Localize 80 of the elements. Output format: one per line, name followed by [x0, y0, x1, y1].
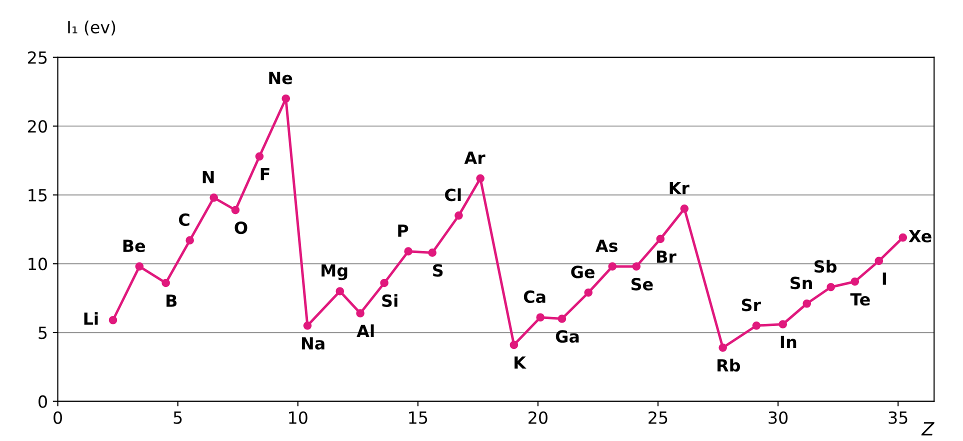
point	[608, 262, 617, 271]
x-tick-label: 20	[528, 411, 548, 424]
point	[680, 204, 689, 213]
x-axis-title: Z	[921, 422, 934, 436]
annotation: Ge	[571, 266, 595, 278]
point	[135, 262, 144, 271]
annotation: C	[178, 213, 190, 226]
annotation: Na	[302, 337, 324, 350]
y-tick-label: 15	[28, 189, 47, 202]
annotation: Ne	[269, 72, 292, 84]
point	[898, 233, 908, 242]
x-tick-label: 35	[888, 411, 908, 424]
annotation: Be	[123, 240, 146, 252]
point	[428, 248, 436, 257]
point	[558, 314, 566, 323]
annotation: Xe	[908, 230, 932, 242]
point	[718, 343, 727, 352]
y-tick-label: 25	[28, 51, 47, 64]
annotation: Te	[850, 293, 870, 306]
annotation: Ga	[556, 330, 579, 343]
y-tick-label: 10	[28, 258, 47, 270]
y-tick-label: 0	[38, 395, 47, 408]
point	[404, 247, 412, 256]
annotation: Br	[657, 250, 676, 263]
annotation: I	[882, 272, 886, 285]
point	[632, 262, 641, 271]
x-tick-label: 0	[54, 411, 62, 424]
point	[356, 309, 364, 318]
point	[802, 299, 812, 308]
annotation: Mg	[322, 264, 348, 280]
point	[874, 256, 884, 266]
annotation: As	[596, 240, 618, 252]
annotation: Cl	[445, 188, 461, 202]
annotation: Kr	[670, 182, 690, 194]
annotation: Sn	[790, 276, 812, 290]
point	[255, 152, 264, 161]
point	[656, 234, 665, 244]
point	[231, 206, 240, 214]
point	[536, 313, 545, 322]
x-tick-label: 15	[409, 412, 428, 424]
annotation: S	[433, 264, 443, 277]
annotation: Si	[382, 294, 398, 307]
x-tick-label: 5	[174, 412, 182, 424]
point	[778, 320, 788, 328]
point	[826, 282, 836, 292]
annotation: O	[234, 221, 248, 234]
annotation: Al	[356, 324, 374, 338]
annotation: Rb	[718, 358, 740, 372]
point	[186, 236, 194, 244]
annotation: Se	[631, 278, 653, 290]
y-tick-label: 5	[38, 326, 47, 340]
point	[282, 94, 290, 103]
annotation: Sb	[814, 260, 837, 273]
y-axis-title: I₁ (ev)	[68, 20, 116, 36]
annotation: Li	[84, 312, 98, 325]
x-tick-label: 30	[768, 411, 788, 424]
point	[380, 278, 388, 288]
point	[850, 277, 860, 286]
x-tick-label: 25	[648, 411, 668, 424]
point	[584, 288, 593, 297]
annotation: N	[202, 170, 214, 184]
point	[303, 321, 312, 330]
point	[162, 278, 170, 288]
annotation: In	[780, 336, 796, 348]
point	[336, 287, 344, 296]
point	[108, 316, 118, 324]
point	[210, 194, 218, 202]
annotation: Ca	[524, 290, 546, 304]
point	[752, 321, 761, 330]
y-tick-label: 20	[28, 120, 47, 133]
point	[510, 340, 518, 350]
annotation: P	[398, 224, 408, 237]
point	[476, 174, 485, 183]
x-tick-label: 10	[289, 411, 308, 424]
annotation: Sr	[742, 298, 761, 312]
annotation: B	[166, 294, 177, 307]
point	[454, 211, 463, 220]
annotation: F	[260, 168, 270, 180]
annotation: K	[514, 356, 526, 369]
annotation: Ar	[464, 152, 486, 164]
